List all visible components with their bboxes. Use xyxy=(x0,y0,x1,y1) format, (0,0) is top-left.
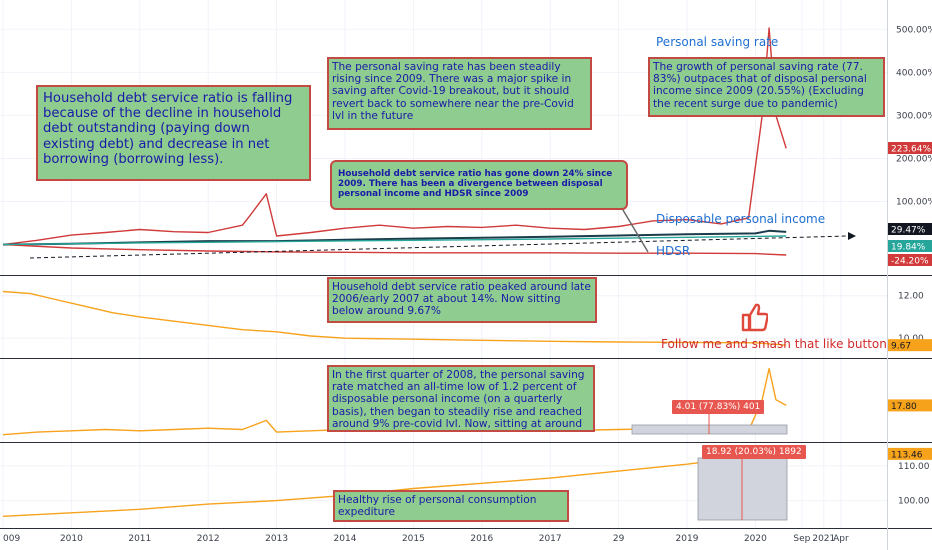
price-badge-label: 9.67 xyxy=(891,342,911,352)
measure-box-psr: 4.01 (77.83%) 401 xyxy=(672,400,765,414)
price-badge xyxy=(888,339,932,352)
x-tick-label: 2021 xyxy=(812,534,835,544)
note-psr-low: In the first quarter of 2008, the person… xyxy=(327,365,595,432)
price-badge-label: 223.64% xyxy=(891,145,931,155)
x-tick-label: Apr xyxy=(833,534,849,544)
thumbs-up-icon xyxy=(741,303,768,332)
trend-arrow-head xyxy=(848,232,856,240)
note-hdsr-falling: Household debt service ratio is falling … xyxy=(36,85,311,181)
x-tick-label: 2017 xyxy=(539,534,562,544)
x-tick-label: 2011 xyxy=(128,534,151,544)
price-badge xyxy=(888,223,932,235)
trend-line-dashed xyxy=(29,235,849,259)
price-badge-label: 17.80 xyxy=(891,402,917,412)
x-tick-label: 29 xyxy=(613,534,625,544)
price-badge-label: 29.47% xyxy=(891,226,926,236)
note-hdsr-down: Household debt service ratio has gone do… xyxy=(330,160,628,210)
x-tick-label: 2010 xyxy=(60,534,83,544)
label-hdsr: HDSR xyxy=(656,244,691,258)
x-tick-label: 2015 xyxy=(402,534,425,544)
label-disposable-personal-income: Disposable personal income xyxy=(656,212,826,226)
y-tick-label: 100.00 xyxy=(898,497,930,507)
price-badge xyxy=(888,447,932,460)
y-tick-label: 500.00% xyxy=(896,25,932,35)
pointer-arrow xyxy=(619,204,649,253)
x-tick-label: 009 xyxy=(3,534,20,544)
y-tick-label: 200.00% xyxy=(896,154,932,164)
price-badge xyxy=(888,240,932,252)
x-tick-label: 2014 xyxy=(334,534,357,544)
note-psr-rising: The personal saving rate has been steadi… xyxy=(327,57,592,130)
measure-tools xyxy=(631,412,788,521)
price-badge xyxy=(888,399,932,412)
time-axis: 009 2010 2011 2012 2013 2014 2015 2016 2017 29 201… xyxy=(3,534,849,544)
label-personal-saving-rate: Personal saving rate xyxy=(656,35,779,49)
x-tick-label: 2012 xyxy=(197,534,220,544)
y-tick-label: 12.00 xyxy=(898,292,924,302)
x-tick-label: 2020 xyxy=(744,534,767,544)
y-tick-label: 300.00% xyxy=(896,111,932,121)
x-tick-label: 2019 xyxy=(676,534,699,544)
series-line xyxy=(2,290,787,346)
price-badge-label: 19.84% xyxy=(891,243,926,253)
note-hdsr-peak: Household debt service ratio peaked arou… xyxy=(327,277,597,323)
x-tick-label: 2016 xyxy=(470,534,493,544)
note-growth: The growth of personal saving rate (77. … xyxy=(648,57,885,117)
series-layer xyxy=(2,27,856,517)
price-badge-label: -24.20% xyxy=(891,257,929,267)
price-badge-label: 113.46 xyxy=(891,450,923,460)
series-line xyxy=(2,27,787,246)
x-tick-label: 2013 xyxy=(265,534,288,544)
measure-box-pce: 18.92 (20.03%) 1892 xyxy=(702,445,806,459)
price-badge xyxy=(888,142,932,154)
series-line xyxy=(2,243,787,256)
note-consumption: Healthy rise of personal consumption exp… xyxy=(333,490,569,522)
price-axis: 500.00% 400.00% 300.00% 200.00% 100.00% 223.6… xyxy=(888,25,932,507)
series-line xyxy=(2,235,787,246)
y-tick-label: 100.00% xyxy=(896,198,932,208)
y-tick-label: 400.00% xyxy=(896,68,932,78)
y-tick-label: 110.00 xyxy=(898,462,930,472)
follow-text: Follow me and smash that like button xyxy=(661,337,887,351)
x-tick-label: Sep xyxy=(793,534,810,544)
price-badge xyxy=(888,254,932,266)
